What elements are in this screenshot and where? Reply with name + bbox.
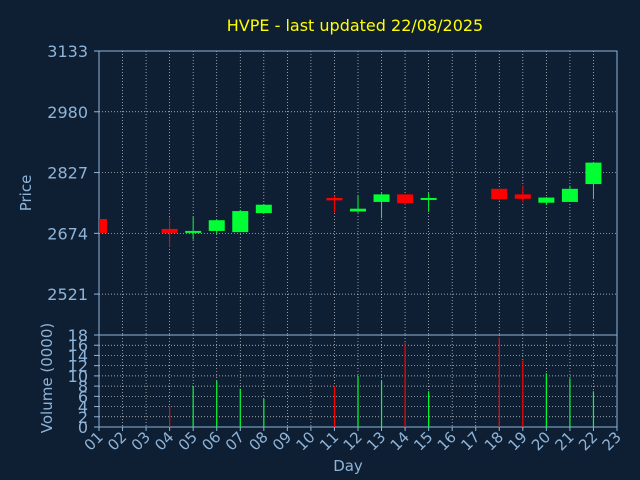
price-tick-label: 2521 bbox=[47, 285, 88, 304]
volume-axis-label: Volume (0000) bbox=[38, 323, 56, 433]
x-tick-label: 11 bbox=[316, 428, 342, 454]
x-tick-label: 17 bbox=[457, 428, 483, 454]
x-tick-label: 21 bbox=[552, 428, 578, 454]
x-tick-label: 07 bbox=[222, 428, 248, 454]
price-panel: 3133 2980 2827 2674 2521 bbox=[47, 42, 618, 336]
candle-body bbox=[99, 219, 107, 233]
x-tick-label: 04 bbox=[151, 428, 177, 454]
volume-tick-label: 6 bbox=[78, 387, 88, 406]
volume-tick-label: 2 bbox=[78, 408, 88, 427]
candle-body bbox=[232, 211, 249, 233]
x-axis-label: Day bbox=[333, 457, 363, 475]
x-tick-label: 09 bbox=[269, 428, 295, 454]
x-tick-label: 15 bbox=[410, 428, 436, 454]
x-tick-label: 05 bbox=[175, 428, 201, 454]
price-tick-label: 2674 bbox=[47, 224, 88, 243]
candle-body bbox=[373, 194, 390, 202]
volume-tick-label: 14 bbox=[68, 346, 88, 365]
x-tick-label: 08 bbox=[245, 428, 271, 454]
volume-tick-label: 18 bbox=[68, 326, 88, 345]
candle-body bbox=[350, 208, 366, 212]
price-axis-label: Price bbox=[17, 175, 35, 212]
volume-tick-label: 8 bbox=[78, 377, 88, 396]
candle-body bbox=[208, 220, 225, 231]
chart-title: HVPE - last updated 22/08/2025 bbox=[227, 16, 483, 35]
x-tick-labels: 0102030405060708091011121314151617181920… bbox=[81, 427, 625, 454]
candle-body bbox=[185, 230, 202, 233]
candle-body bbox=[561, 188, 578, 202]
x-tick-label: 06 bbox=[198, 428, 224, 454]
x-tick-label: 18 bbox=[481, 428, 507, 454]
volume-tick-label: 16 bbox=[68, 336, 88, 355]
x-tick-label: 23 bbox=[599, 428, 625, 454]
x-tick-label: 12 bbox=[340, 428, 366, 454]
candle-body bbox=[491, 188, 508, 200]
candle-body bbox=[326, 197, 343, 201]
candle-body bbox=[538, 197, 555, 203]
candles-group bbox=[99, 162, 602, 247]
x-tick-label: 22 bbox=[575, 428, 601, 454]
candle-body bbox=[161, 228, 178, 233]
candle-body bbox=[514, 194, 531, 199]
volume-tick-label: 0 bbox=[78, 418, 88, 437]
candle-body bbox=[420, 197, 437, 200]
candle-body bbox=[255, 204, 272, 214]
x-tick-label: 14 bbox=[387, 428, 413, 454]
price-tick-label: 2827 bbox=[47, 164, 88, 183]
volume-tick-label: 4 bbox=[78, 398, 88, 417]
price-tick-label: 2980 bbox=[47, 103, 88, 122]
candle-body bbox=[397, 194, 414, 204]
x-tick-label: 16 bbox=[434, 428, 460, 454]
price-tick-label: 3133 bbox=[47, 42, 88, 61]
x-tick-label: 13 bbox=[363, 428, 389, 454]
x-tick-label: 20 bbox=[528, 428, 554, 454]
x-tick-label: 02 bbox=[104, 428, 130, 454]
candle-body bbox=[585, 162, 602, 185]
x-tick-label: 03 bbox=[128, 428, 154, 454]
x-tick-label: 10 bbox=[293, 428, 319, 454]
x-tick-label: 19 bbox=[504, 428, 530, 454]
volume-tick-label: 10 bbox=[68, 367, 88, 386]
volume-tick-label: 12 bbox=[68, 357, 88, 376]
